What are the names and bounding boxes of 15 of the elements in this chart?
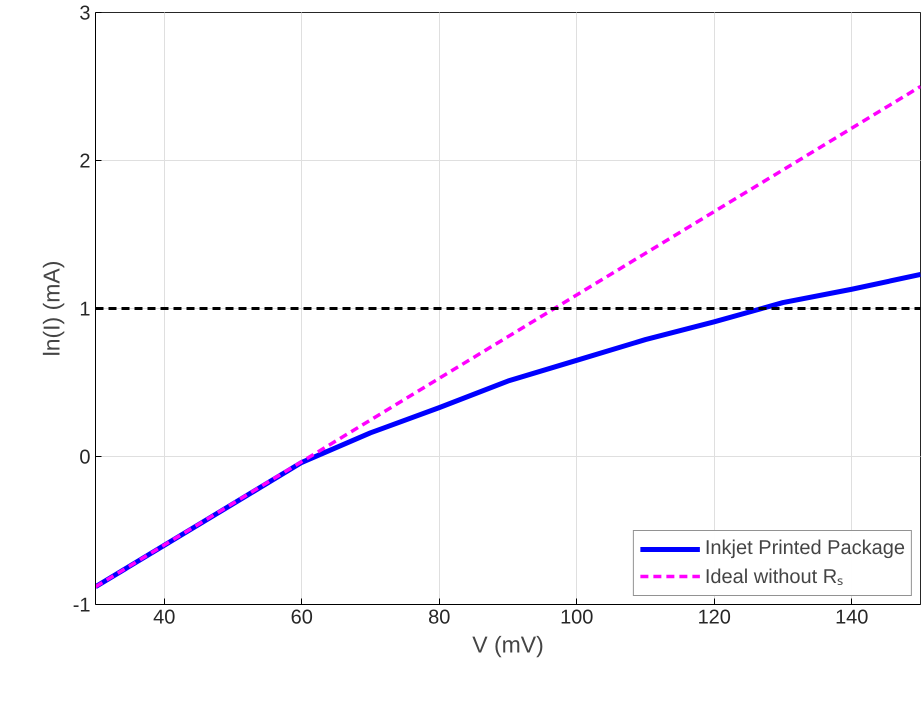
x-tick-label: 40 [153, 606, 176, 628]
y-tick-label: 0 [79, 446, 90, 468]
x-tick-label: 100 [560, 606, 594, 628]
x-tick-label: 80 [428, 606, 450, 628]
x-tick-label: 60 [290, 606, 313, 628]
y-tick-label: 2 [79, 150, 90, 172]
legend-label: Ideal without Rₛ [704, 565, 844, 589]
x-tick-label: 120 [698, 606, 731, 628]
x-tick-label: 140 [835, 606, 868, 628]
y-tick-label: 3 [79, 2, 90, 24]
x-axis-title: V (mV) [472, 632, 544, 658]
legend-label: Inkjet Printed Package [704, 537, 905, 560]
y-tick-label: -1 [72, 594, 91, 616]
y-axis-title: ln(I) (mA) [38, 260, 65, 356]
y-tick-label: 1 [79, 298, 90, 320]
